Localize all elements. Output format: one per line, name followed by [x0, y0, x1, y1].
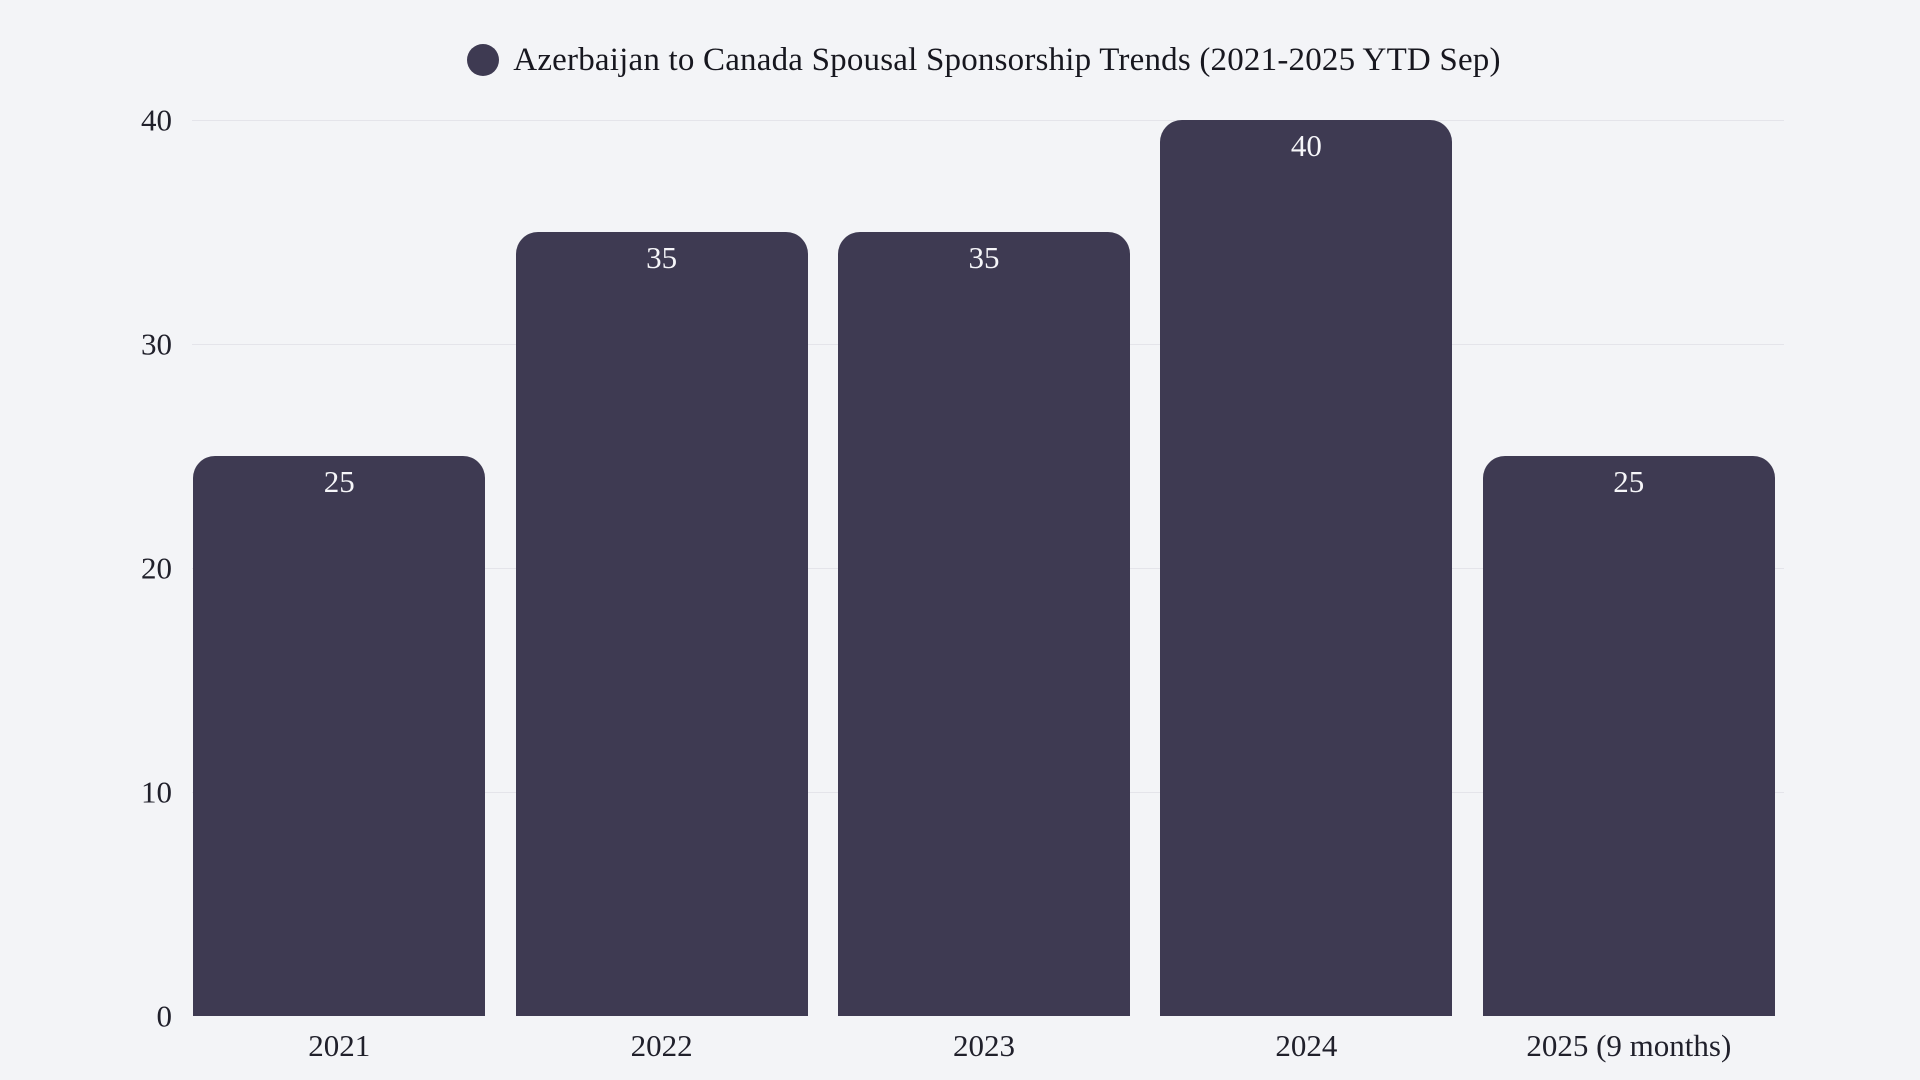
bar-2021: 25: [193, 456, 486, 1016]
gridline-40: [192, 120, 1784, 121]
bar-2022: 35: [515, 232, 808, 1016]
bar-value-label: 25: [323, 464, 355, 499]
bar-2025 (9 months): 25: [1482, 456, 1775, 1016]
y-tick-label-0: 0: [156, 998, 173, 1034]
x-tick-label: 2024: [1275, 1028, 1338, 1063]
legend-marker-icon: [467, 44, 500, 76]
chart-title: Azerbaijan to Canada Spousal Sponsorship…: [513, 41, 1501, 78]
bar-value-label: 35: [646, 240, 678, 275]
y-tick-label-30: 30: [141, 326, 172, 362]
bar-value-label: 40: [1290, 128, 1322, 163]
y-tick-label-20: 20: [141, 550, 172, 586]
bar-2023: 35: [838, 232, 1130, 1016]
x-tick-label: 2025 (9 months): [1526, 1028, 1732, 1063]
y-tick-label-40: 40: [141, 102, 172, 138]
bar-value-label: 25: [1613, 464, 1645, 499]
y-tick-label-10: 10: [141, 774, 172, 810]
x-tick-label: 2023: [953, 1028, 1015, 1063]
bar-2024: 40: [1160, 120, 1453, 1016]
chart-legend: Azerbaijan to Canada Spousal Sponsorship…: [178, 36, 1790, 84]
plot-area: 0 10 20 30 40 25 35 35 40 25 2021 2022 2023 2024 202…: [141, 105, 1790, 1063]
x-tick-label: 2021: [308, 1028, 371, 1063]
bar-value-label: 35: [968, 240, 1000, 275]
x-tick-label: 2022: [630, 1028, 693, 1063]
